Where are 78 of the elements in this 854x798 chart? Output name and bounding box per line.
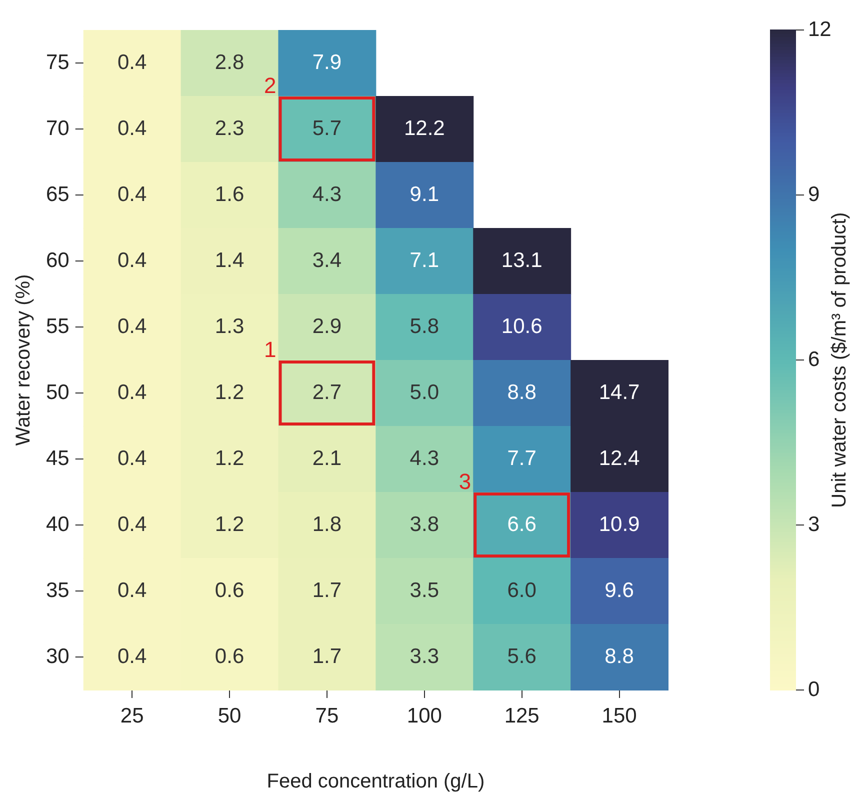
data-label: 1.7 — [312, 578, 342, 602]
x-tick-label: 150 — [602, 704, 637, 728]
data-label: 7.9 — [312, 50, 342, 74]
y-tick-label: 40 — [46, 512, 70, 536]
data-label: 2.1 — [312, 446, 342, 470]
data-label: 1.4 — [214, 248, 244, 272]
y-tick-label: 50 — [46, 380, 70, 404]
data-label: 6.0 — [507, 578, 536, 602]
data-label: 0.4 — [117, 248, 147, 272]
data-label: 0.4 — [117, 182, 147, 206]
data-label: 4.3 — [312, 182, 342, 206]
y-tick-label: 65 — [46, 182, 70, 206]
data-label: 1.6 — [214, 182, 244, 206]
data-label: 2.7 — [312, 380, 342, 404]
data-label: 12.2 — [404, 116, 445, 140]
data-label: 2.8 — [214, 50, 244, 74]
color-bar-title: Unit water costs ($/m³ of product) — [828, 212, 851, 508]
data-label: 0.4 — [117, 50, 147, 74]
data-label: 14.7 — [598, 380, 640, 404]
data-label: 1.2 — [214, 512, 244, 536]
data-label: 5.6 — [507, 644, 536, 668]
data-label: 3.3 — [410, 644, 439, 668]
data-label: 2.3 — [214, 116, 244, 140]
color-bar-label: 9 — [808, 182, 820, 206]
x-tick-label: 50 — [218, 704, 242, 728]
data-label: 0.6 — [214, 578, 244, 602]
data-label: 8.8 — [507, 380, 536, 404]
color-bar-label: 12 — [808, 18, 832, 41]
data-label: 1.2 — [214, 380, 244, 404]
data-label: 12.4 — [598, 446, 640, 470]
data-label: 10.6 — [501, 314, 542, 338]
data-label: 0.4 — [117, 446, 147, 470]
data-label: 9.1 — [410, 182, 439, 206]
annotation: 2 — [264, 73, 276, 98]
data-label: 7.7 — [507, 446, 536, 470]
data-label: 3.5 — [410, 578, 439, 602]
data-label: 13.1 — [501, 248, 542, 272]
annotation: 3 — [458, 469, 472, 494]
y-axis-title: Water recovery (%) — [12, 274, 35, 446]
data-label: 0.4 — [117, 380, 147, 404]
annotation: 1 — [264, 337, 276, 362]
data-label: 5.8 — [410, 314, 439, 338]
y-tick-label: 75 — [46, 50, 70, 74]
color-bar-label: 0 — [808, 678, 820, 701]
data-label: 3.4 — [312, 248, 342, 272]
y-tick-label: 30 — [46, 644, 70, 668]
x-axis-title: Feed concentration (g/L) — [266, 770, 485, 793]
data-label: 4.3 — [410, 446, 439, 470]
y-tick-label: 35 — [46, 578, 70, 602]
x-tick-label: 100 — [406, 704, 442, 728]
data-label: 1.2 — [214, 446, 244, 470]
data-label: 5.7 — [312, 116, 342, 140]
data-label: 6.6 — [507, 512, 536, 536]
data-label: 1.3 — [214, 314, 244, 338]
y-tick-label: 45 — [46, 446, 70, 470]
data-label: 1.7 — [312, 644, 342, 668]
x-tick-label: 125 — [504, 704, 540, 728]
data-label: 8.8 — [604, 644, 634, 668]
color-bar-label: 6 — [808, 348, 820, 371]
data-label: 10.9 — [598, 512, 640, 536]
data-label: 2.9 — [312, 314, 342, 338]
data-label: 5.0 — [410, 380, 439, 404]
data-label: 7.1 — [410, 248, 439, 272]
y-tick-label: 70 — [46, 116, 70, 140]
data-label: 9.6 — [604, 578, 634, 602]
y-tick-label: 55 — [46, 314, 70, 338]
data-label: 0.4 — [117, 116, 147, 140]
data-label: 0.4 — [117, 578, 147, 602]
x-tick-label: 25 — [120, 704, 144, 728]
data-label: 0.4 — [117, 314, 147, 338]
x-tick-label: 75 — [315, 704, 339, 728]
data-label: 1.8 — [312, 512, 342, 536]
data-label: 0.6 — [214, 644, 244, 668]
data-label: 3.8 — [410, 512, 439, 536]
color-bar-label: 3 — [808, 512, 820, 536]
data-label: 0.4 — [117, 644, 147, 668]
y-tick-label: 60 — [46, 248, 70, 272]
data-label: 0.4 — [117, 512, 147, 536]
